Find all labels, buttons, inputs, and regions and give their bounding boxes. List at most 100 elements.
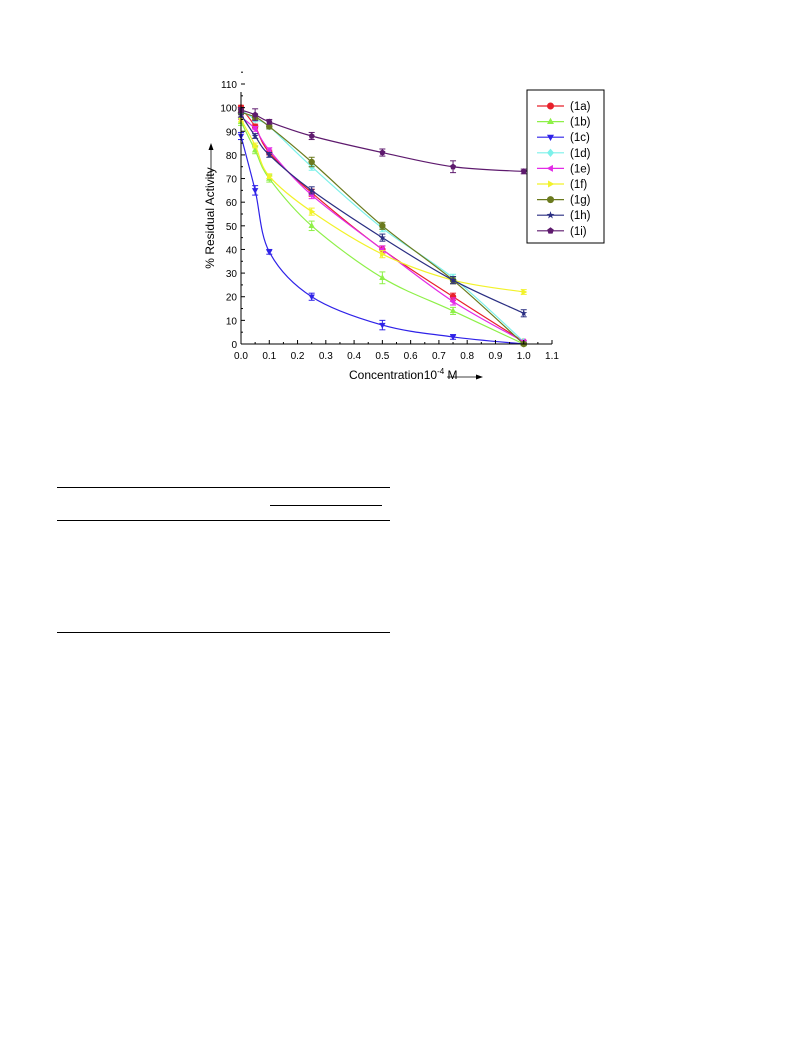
- table-top-rule: [57, 487, 390, 488]
- series-1i: [237, 106, 527, 175]
- legend-item: (1a): [537, 101, 591, 113]
- x-tick-label: 0.3: [319, 351, 333, 362]
- data-point: [308, 294, 315, 301]
- legend-item: (1f): [537, 179, 587, 191]
- series-line: [240, 109, 524, 173]
- x-tick-label: 0.6: [404, 351, 418, 362]
- legend-marker: [547, 227, 554, 234]
- data-point: [379, 149, 386, 156]
- legend-label: (1b): [570, 117, 591, 129]
- data-point: [520, 309, 528, 317]
- legend-label: (1h): [570, 210, 591, 222]
- y-tick-label: 30: [226, 269, 238, 280]
- data-point: [379, 222, 386, 230]
- y-tick-label: 10: [226, 316, 238, 327]
- residual-activity-chart: 0.0 0.1 0.2 0.3 0.4 0.5 0.6 0.7 0.8 0.9 1.0 1.1 0 10…: [203, 71, 605, 382]
- data-point: [251, 125, 258, 133]
- data-point: [251, 188, 259, 194]
- legend-label: (1a): [570, 101, 591, 113]
- data-point: [265, 151, 273, 158]
- legend-marker: [547, 134, 554, 142]
- legend-item: (1i): [537, 226, 587, 238]
- legend-marker: [547, 102, 554, 110]
- x-tick-labels: 0.0 0.1 0.2 0.3 0.4 0.5 0.6 0.7 0.8 0.9 1.0 1.1: [234, 340, 559, 362]
- legend-item: (1e): [537, 163, 591, 175]
- legend-marker: [546, 211, 555, 219]
- y-tick-label: 20: [226, 293, 238, 304]
- data-point: [252, 111, 259, 118]
- data-point: [266, 118, 273, 125]
- legend-item: (1h): [537, 210, 591, 222]
- x-axis-title: Concentration10-4 M: [349, 367, 483, 382]
- y-tick-label: 90: [226, 127, 238, 138]
- data-point: [449, 276, 457, 284]
- y-axis-title: % Residual Activity: [203, 143, 217, 269]
- table-header-rule: [57, 520, 390, 521]
- x-axis-label: Concentration10-4 M: [349, 367, 458, 382]
- data-point: [379, 322, 386, 329]
- legend-label: (1d): [570, 148, 591, 160]
- data-point: [309, 208, 316, 215]
- table-bottom-rule: [57, 632, 390, 633]
- series-1g: [237, 109, 527, 348]
- data-point: [266, 123, 273, 130]
- legend-marker: [546, 164, 553, 172]
- legend-item: (1b): [537, 117, 591, 129]
- legend-label: (1c): [570, 132, 590, 144]
- data-point: [450, 163, 457, 170]
- y-tick-label: 100: [220, 104, 237, 115]
- data-point: [520, 168, 527, 175]
- table-subheader-rule: [270, 505, 382, 506]
- series-line: [240, 119, 524, 293]
- data-point: [378, 233, 386, 241]
- x-tick-label: 0.8: [460, 351, 474, 362]
- series-1c: [237, 131, 527, 348]
- data-point: [267, 172, 273, 180]
- x-axis-label-unit: M: [444, 368, 457, 382]
- data-point: [380, 250, 386, 258]
- x-axis-label-exponent: -4: [437, 367, 445, 376]
- y-tick-label: 80: [226, 151, 238, 162]
- data-point: [251, 132, 259, 139]
- data-point: [308, 186, 316, 194]
- data-point: [265, 146, 272, 154]
- legend-label: (1g): [570, 195, 591, 207]
- x-tick-label: 1.1: [545, 351, 559, 362]
- data-point: [449, 307, 457, 314]
- legend-marker: [547, 148, 554, 157]
- data-point: [449, 334, 457, 341]
- legend-item: (1c): [537, 132, 590, 144]
- y-tick-label: 50: [226, 222, 238, 233]
- x-tick-label: 0.2: [291, 351, 305, 362]
- y-tick-label: 70: [226, 175, 238, 186]
- x-axis-label-text: Concentration10: [349, 368, 437, 382]
- data-point: [308, 132, 315, 139]
- data-point: [308, 158, 315, 166]
- y-tick-label: 40: [226, 245, 238, 256]
- x-tick-label: 0.4: [347, 351, 361, 362]
- y-arrow-head-icon: [208, 143, 214, 150]
- y-tick-label: 110: [221, 80, 237, 91]
- legend-item: (1d): [537, 148, 591, 160]
- x-tick-label: 0.1: [262, 351, 276, 362]
- axes: [240, 92, 552, 345]
- series-1f: [238, 116, 528, 296]
- y-tick-label: 60: [226, 198, 238, 209]
- x-tick-label: 0.0: [234, 351, 248, 362]
- data-point: [308, 222, 315, 229]
- data-point: [266, 249, 273, 256]
- x-tick-label: 1.0: [517, 351, 531, 362]
- legend-marker: [547, 117, 554, 125]
- plot-area: [237, 104, 528, 348]
- legend-marker: [547, 196, 554, 204]
- y-axis-label: % Residual Activity: [203, 167, 217, 268]
- data-point: [449, 298, 456, 305]
- x-tick-label: 0.9: [489, 351, 503, 362]
- data-point: [251, 146, 259, 153]
- x-tick-label: 0.7: [432, 351, 446, 362]
- legend-item: (1g): [537, 195, 591, 207]
- legend-label: (1f): [570, 179, 587, 191]
- data-point: [252, 142, 259, 149]
- data-point: [521, 288, 528, 296]
- legend-marker: [548, 180, 555, 188]
